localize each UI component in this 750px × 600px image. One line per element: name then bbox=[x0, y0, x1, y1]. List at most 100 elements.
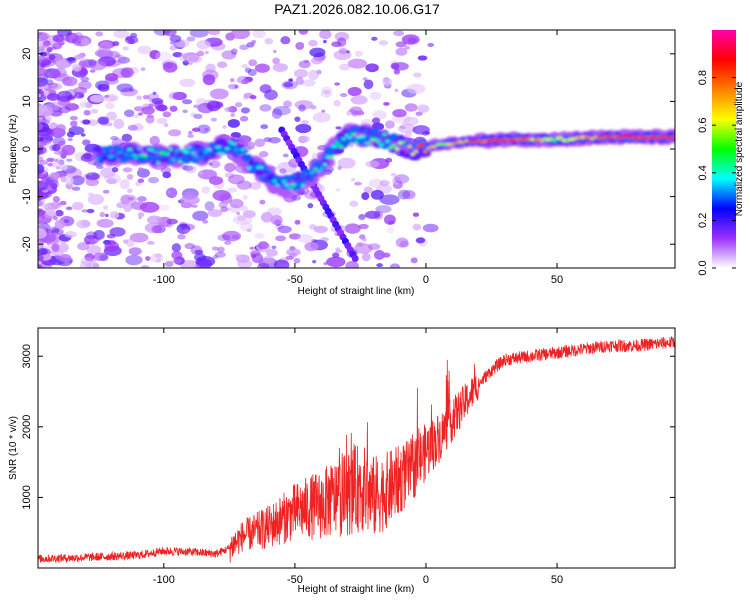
ridge-point bbox=[486, 139, 490, 144]
ridge-point bbox=[521, 136, 525, 141]
noise-blob bbox=[263, 137, 272, 143]
noise-blob bbox=[309, 47, 326, 58]
noise-blob bbox=[332, 252, 340, 259]
noise-blob bbox=[358, 223, 369, 230]
ridge-point bbox=[382, 132, 387, 136]
ridge-point bbox=[117, 150, 123, 154]
noise-blob bbox=[147, 215, 162, 225]
noise-blob bbox=[241, 78, 250, 85]
noise-blob bbox=[97, 116, 109, 125]
noise-blob bbox=[126, 173, 134, 180]
ridge-point bbox=[559, 136, 563, 140]
ridge-point bbox=[99, 159, 104, 163]
noise-blob bbox=[250, 250, 261, 257]
ridge-point bbox=[474, 139, 478, 142]
noise-blob bbox=[120, 67, 134, 78]
ridge-point bbox=[266, 179, 271, 183]
ridge-point bbox=[436, 142, 440, 146]
noise-blob bbox=[168, 129, 182, 137]
noise-blob bbox=[208, 176, 223, 185]
noise-blob bbox=[43, 114, 52, 123]
ridge-point bbox=[391, 144, 397, 148]
noise-blob bbox=[103, 93, 119, 103]
noise-blob bbox=[229, 198, 244, 209]
noise-blob bbox=[42, 40, 51, 47]
noise-blob bbox=[84, 253, 95, 262]
noise-blob bbox=[82, 119, 91, 125]
ridge-point bbox=[502, 137, 506, 142]
ridge-point bbox=[299, 173, 306, 178]
ridge-point bbox=[552, 138, 557, 143]
noise-blob bbox=[70, 120, 78, 128]
ridge-point bbox=[230, 142, 237, 146]
noise-blob bbox=[42, 189, 49, 193]
noise-blob bbox=[97, 40, 116, 49]
ridge-point bbox=[367, 141, 371, 145]
noise-blob bbox=[209, 160, 221, 168]
ridge-point bbox=[524, 137, 528, 142]
ridge-point bbox=[136, 147, 142, 150]
ridge-point bbox=[221, 150, 227, 154]
noise-blob bbox=[186, 36, 196, 42]
noise-blob bbox=[120, 194, 131, 205]
noise-blob bbox=[80, 76, 90, 82]
ridge-point bbox=[246, 166, 252, 170]
noise-blob bbox=[46, 157, 55, 162]
noise-blob bbox=[85, 172, 101, 181]
noise-blob bbox=[367, 243, 381, 251]
noise-blob bbox=[385, 157, 393, 163]
ridge-point bbox=[533, 138, 538, 143]
noise-blob bbox=[239, 115, 249, 122]
ridge-point bbox=[347, 136, 353, 140]
noise-blob bbox=[223, 199, 230, 205]
noise-blob bbox=[140, 265, 150, 268]
noise-blob bbox=[50, 70, 60, 78]
spectrogram-diagonal-streak bbox=[278, 126, 359, 262]
ridge-point bbox=[268, 176, 274, 180]
noise-blob bbox=[247, 68, 257, 77]
noise-blob bbox=[142, 95, 150, 100]
ridge-point bbox=[224, 149, 231, 155]
spectrogram-y-tick-label: -20 bbox=[21, 236, 33, 252]
noise-blob bbox=[47, 179, 60, 189]
noise-blob bbox=[81, 219, 90, 228]
colorbar-ticks: 0.0 0.2 0.4 0.6 0.8 bbox=[697, 70, 736, 276]
noise-blob bbox=[361, 252, 371, 262]
noise-blob bbox=[246, 141, 256, 150]
ridge-point bbox=[599, 137, 604, 141]
ridge-point bbox=[289, 183, 297, 187]
ridge-point bbox=[530, 137, 535, 142]
ridge-point bbox=[258, 175, 266, 181]
noise-blob bbox=[86, 245, 102, 255]
ridge-point bbox=[656, 136, 660, 140]
noise-blob bbox=[236, 180, 252, 190]
noise-blob bbox=[79, 101, 90, 108]
snr-axes: -100 -50 0 50 1000 2000 3000 bbox=[21, 328, 675, 586]
noise-blob bbox=[338, 63, 351, 71]
noise-blob bbox=[100, 167, 116, 178]
noise-blob bbox=[372, 110, 387, 120]
noise-blob bbox=[38, 93, 42, 98]
ridge-point bbox=[527, 137, 531, 141]
noise-blob bbox=[78, 80, 92, 90]
noise-blob bbox=[88, 60, 107, 71]
ridge-point bbox=[410, 152, 415, 156]
noise-blob bbox=[415, 237, 426, 244]
ridge-point bbox=[666, 135, 670, 140]
noise-blob bbox=[177, 233, 186, 240]
noise-blob bbox=[410, 257, 418, 264]
noise-blob bbox=[301, 79, 316, 87]
spectrogram-y-tick-label: 20 bbox=[21, 48, 33, 60]
noise-blob bbox=[38, 55, 48, 65]
noise-blob bbox=[361, 192, 370, 200]
spectrogram-x-tick-label: -50 bbox=[287, 274, 303, 286]
noise-blob bbox=[123, 204, 132, 213]
noise-blob bbox=[146, 240, 155, 245]
snr-plot-area bbox=[38, 336, 675, 564]
noise-blob bbox=[397, 189, 411, 200]
noise-blob bbox=[104, 241, 120, 252]
snr-frame bbox=[37, 327, 676, 569]
noise-blob bbox=[82, 139, 91, 146]
noise-blob bbox=[249, 246, 255, 250]
noise-blob bbox=[38, 145, 47, 155]
